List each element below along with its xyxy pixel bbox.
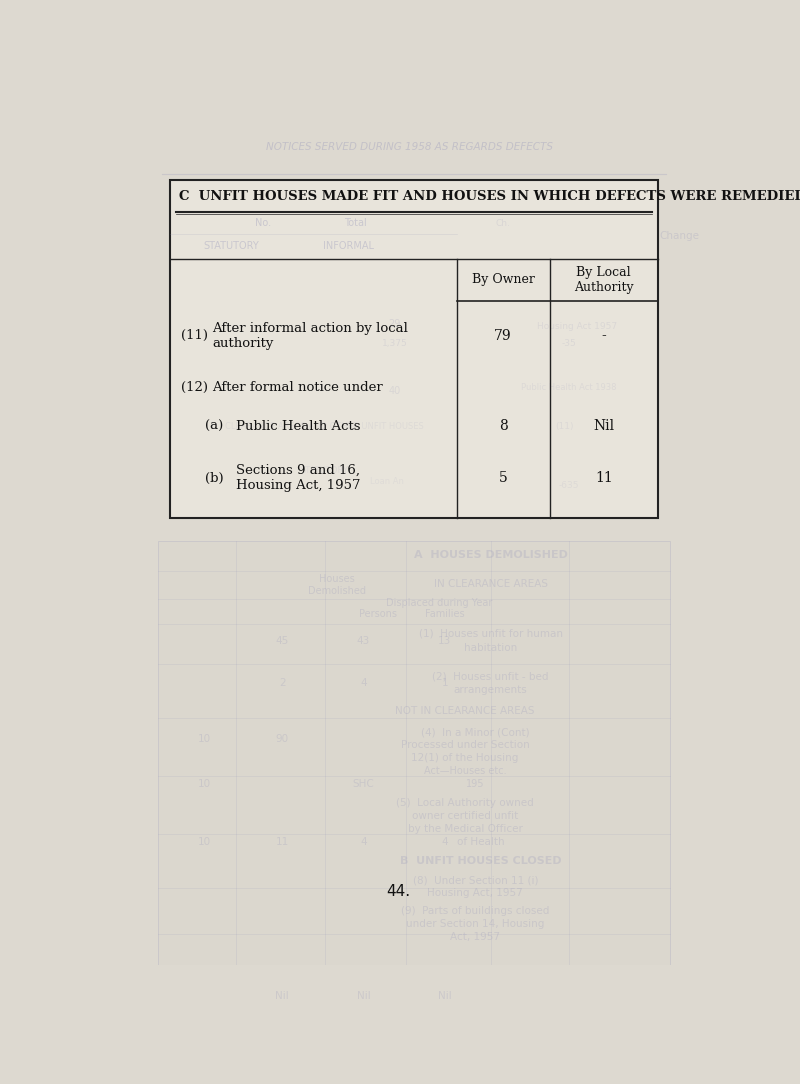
Text: habitation: habitation (464, 643, 518, 653)
Text: (b): (b) (205, 472, 223, 485)
Text: 11: 11 (275, 837, 289, 848)
Text: (11): (11) (556, 422, 574, 430)
Text: -635: -635 (558, 481, 579, 490)
Text: STATUTORY: STATUTORY (301, 466, 349, 475)
Text: IN CLEARANCE AREAS: IN CLEARANCE AREAS (434, 579, 547, 589)
Text: Change: Change (660, 231, 700, 241)
Text: STATUTORY: STATUTORY (204, 242, 260, 251)
Text: 13: 13 (438, 635, 451, 646)
Text: Families: Families (425, 609, 464, 619)
Text: 11: 11 (595, 472, 613, 486)
Text: Ch.: Ch. (495, 219, 510, 228)
Text: 4: 4 (442, 837, 448, 848)
Text: 90: 90 (275, 734, 289, 744)
Text: 5: 5 (498, 472, 507, 486)
Text: Nil: Nil (438, 991, 452, 1001)
Text: 10: 10 (198, 778, 211, 789)
Text: (a): (a) (205, 420, 223, 433)
Text: INFORMAL: INFORMAL (322, 242, 374, 251)
Text: 44.: 44. (386, 885, 410, 899)
Text: By Local
Authority: By Local Authority (574, 266, 634, 294)
Text: of Health: of Health (457, 837, 504, 848)
Text: NOT IN CLEARANCE AREAS: NOT IN CLEARANCE AREAS (395, 706, 534, 715)
Text: B  UNFIT HOUSES CLOSED: B UNFIT HOUSES CLOSED (399, 855, 561, 866)
Text: (12): (12) (182, 382, 208, 395)
Text: CLEARANCE AREAS AND OTHER UNFIT HOUSES: CLEARANCE AREAS AND OTHER UNFIT HOUSES (226, 422, 424, 430)
Text: Nil: Nil (593, 420, 614, 434)
Text: under Section 14, Housing: under Section 14, Housing (406, 919, 545, 929)
Text: 1,375: 1,375 (382, 339, 407, 348)
Text: Loan An: Loan An (370, 477, 404, 487)
Text: Processed under Section: Processed under Section (401, 740, 530, 750)
Text: by the Medical Officer: by the Medical Officer (407, 824, 522, 835)
Text: Public Health Act 1938: Public Health Act 1938 (521, 383, 617, 392)
Text: owner certified unfit: owner certified unfit (412, 811, 518, 822)
Text: Nil: Nil (275, 991, 289, 1001)
Text: Housing Act, 1957: Housing Act, 1957 (427, 888, 523, 899)
Text: 29: 29 (388, 319, 401, 330)
Text: Total: Total (344, 218, 367, 229)
Text: Displaced during Year: Displaced during Year (386, 598, 493, 608)
Text: Persons: Persons (359, 609, 397, 619)
Text: 79: 79 (494, 328, 512, 343)
Text: By Owner: By Owner (471, 273, 534, 286)
Text: (2)  Houses unfit - bed: (2) Houses unfit - bed (432, 671, 549, 681)
Text: 8: 8 (498, 420, 507, 434)
Text: After formal notice under: After formal notice under (212, 382, 383, 395)
Text: Nil: Nil (357, 991, 370, 1001)
Text: After informal action by local
authority: After informal action by local authority (212, 322, 408, 350)
Text: (11): (11) (182, 330, 208, 343)
Text: 12(1) of the Housing: 12(1) of the Housing (411, 753, 518, 763)
Text: NOTICES SERVED DURING 1958 AS REGARDS DEFECTS: NOTICES SERVED DURING 1958 AS REGARDS DE… (266, 142, 554, 152)
Text: 195: 195 (466, 778, 485, 789)
Text: -: - (602, 328, 606, 343)
Text: Act, 1957: Act, 1957 (450, 932, 500, 942)
Text: Houses
Demolished: Houses Demolished (308, 575, 366, 596)
Text: (8)  Under Section 11 (i): (8) Under Section 11 (i) (413, 875, 538, 885)
Text: 43: 43 (357, 635, 370, 646)
Text: -35: -35 (562, 339, 576, 348)
Text: 10: 10 (198, 837, 211, 848)
Text: (9)  Parts of buildings closed: (9) Parts of buildings closed (401, 906, 550, 916)
Text: 2: 2 (279, 678, 286, 688)
Text: (5)  Local Authority owned: (5) Local Authority owned (396, 798, 534, 808)
Bar (158, 541, 670, 1019)
Text: 40: 40 (388, 387, 401, 397)
Text: A  HOUSES DEMOLISHED: A HOUSES DEMOLISHED (414, 550, 567, 560)
Text: 4: 4 (360, 837, 367, 848)
Text: (1)  Houses unfit for human: (1) Houses unfit for human (418, 629, 562, 638)
Text: 10: 10 (198, 734, 211, 744)
Text: No.: No. (254, 218, 271, 229)
Text: Act—Houses etc.: Act—Houses etc. (424, 765, 506, 776)
Text: Public Health Acts: Public Health Acts (236, 420, 360, 433)
Text: Housing Act 1957: Housing Act 1957 (537, 322, 617, 331)
Text: Sections 9 and 16,
Housing Act, 1957: Sections 9 and 16, Housing Act, 1957 (236, 464, 360, 492)
Text: (4)  In a Minor (Cont): (4) In a Minor (Cont) (421, 727, 530, 737)
Text: SHC: SHC (353, 778, 374, 789)
Text: 4: 4 (360, 678, 367, 688)
Bar (170, 180, 658, 518)
Text: arrangements: arrangements (454, 685, 527, 695)
Text: 1: 1 (442, 678, 448, 688)
Text: 45: 45 (275, 635, 289, 646)
Text: C  UNFIT HOUSES MADE FIT AND HOUSES IN WHICH DEFECTS WERE REMEDIED: C UNFIT HOUSES MADE FIT AND HOUSES IN WH… (179, 190, 800, 203)
